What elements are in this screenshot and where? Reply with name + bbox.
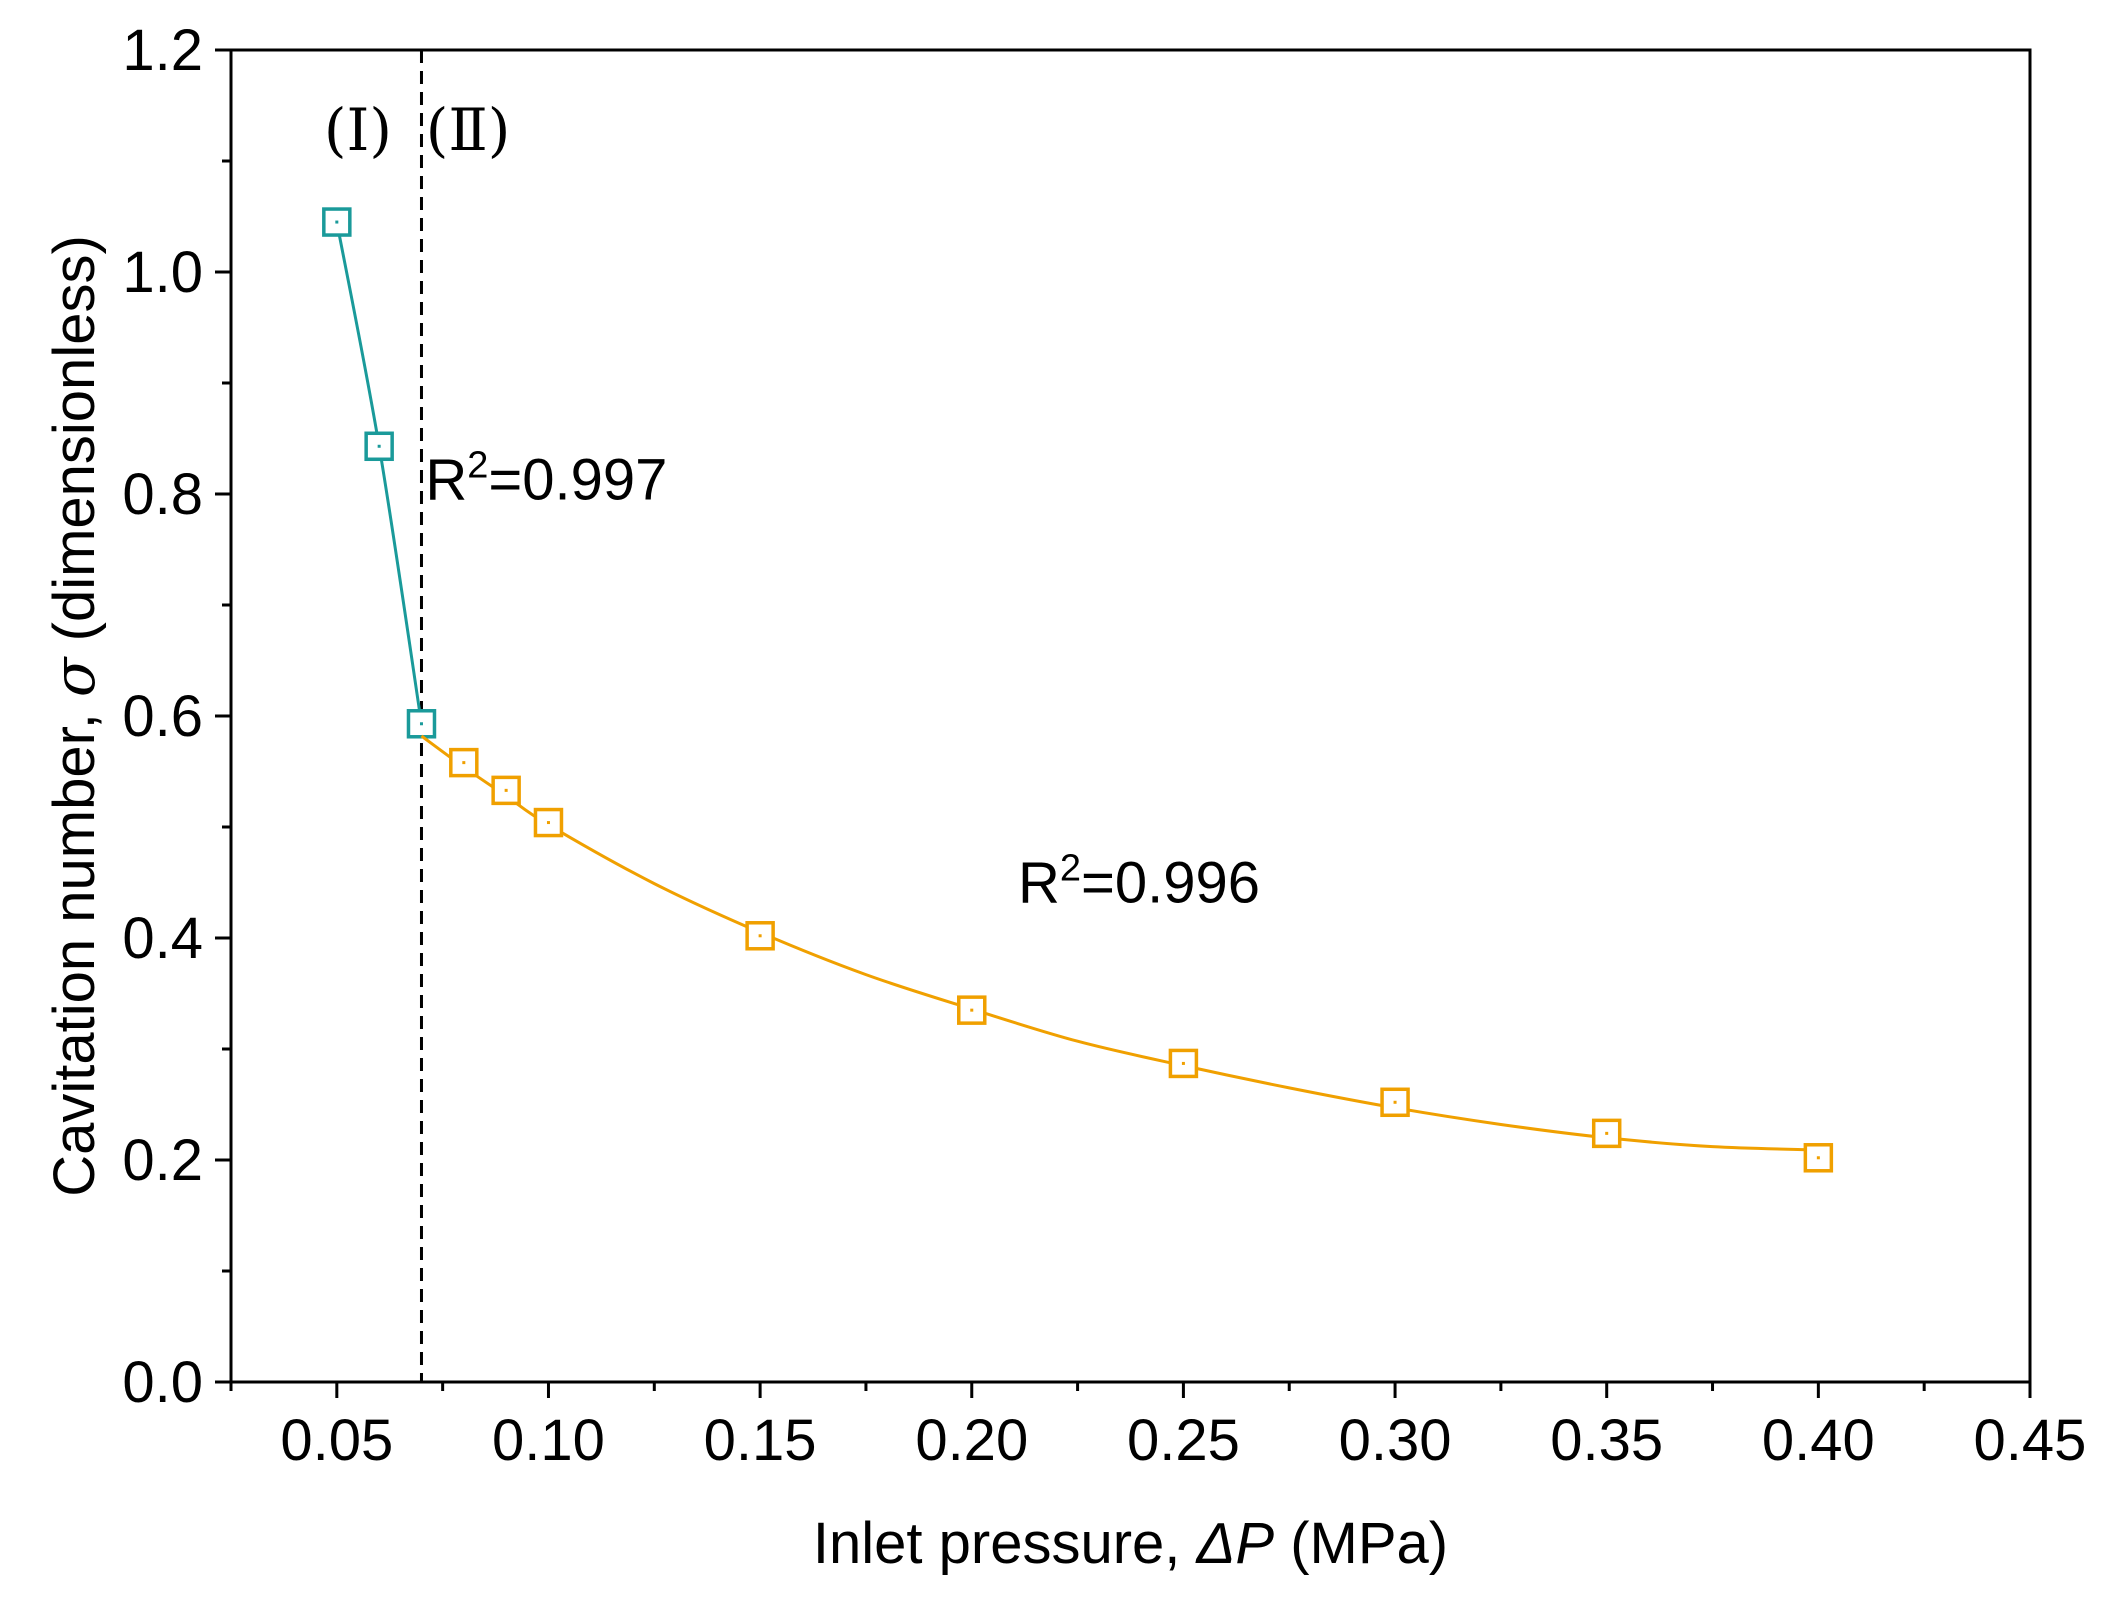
series-1-point-center (335, 220, 339, 224)
y-axis-title-unit: (dimensionless) (42, 235, 107, 657)
x-tick-label: 0.35 (1550, 1408, 1663, 1473)
series-2-point (491, 775, 521, 806)
series-2-point (1168, 1048, 1199, 1079)
y-axis-title: Cavitation number, σ (dimensionless) (40, 235, 108, 1197)
x-tick-label: 0.20 (915, 1408, 1028, 1473)
region-label-2: (Ⅱ) (426, 96, 511, 164)
r-squared-exponent: 2 (467, 445, 488, 487)
series-2-point-center (1605, 1131, 1609, 1135)
text-group: 0.05 0.10 0.15 0.20 0.25 0.30 0.35 0.40 0.45 0.0 0… (40, 18, 2086, 1576)
x-tick-label: 0.25 (1127, 1408, 1240, 1473)
y-tick-label: 0.2 (122, 1128, 203, 1193)
series-2-point-center (504, 788, 508, 792)
series-2-point-center (546, 821, 550, 825)
r-squared-value: =0.996 (1081, 850, 1260, 915)
r-squared-symbol: R (1018, 850, 1060, 915)
r-squared-symbol: R (425, 448, 467, 513)
r-squared-label-2: R2=0.996 (1018, 847, 1260, 915)
x-axis-title-symbol: ΔP (1195, 1511, 1275, 1576)
y-tick-label: 1.2 (122, 18, 203, 83)
y-tick-label: 1.0 (122, 240, 203, 305)
plot-frame (229, 48, 2032, 1384)
x-axis-title: Inlet pressure, ΔP (MPa) (813, 1511, 1448, 1576)
series-1-fit-line (335, 221, 423, 724)
x-tick-label: 0.40 (1762, 1408, 1875, 1473)
x-tick-label: 0.10 (492, 1408, 605, 1473)
x-axis-title-unit: (MPa) (1274, 1511, 1448, 1576)
series-2-point (1803, 1143, 1834, 1173)
axes (229, 48, 2032, 1384)
y-tick-label: 0.8 (122, 462, 203, 527)
y-tick-label: 0.6 (122, 684, 203, 749)
r-squared-exponent: 2 (1060, 847, 1081, 889)
series-2-point (1591, 1118, 1622, 1149)
y-axis-title-text: Cavitation number, (42, 697, 107, 1197)
x-tick-label: 0.30 (1339, 1408, 1452, 1473)
series-2-fit-line (420, 734, 1819, 1152)
y-axis-title-symbol: σ (40, 656, 108, 697)
series-2 (420, 734, 1834, 1173)
y-tick-label: 0.0 (122, 1350, 203, 1415)
series-1-point-center (377, 444, 381, 448)
series-group (322, 207, 1834, 1173)
r-squared-value: =0.997 (488, 448, 667, 513)
r-squared-label-1: R2=0.997 (425, 445, 667, 513)
x-tick-label: 0.45 (1974, 1408, 2087, 1473)
series-2-point-center (1181, 1061, 1185, 1065)
region-label-1: (Ⅰ) (324, 96, 392, 164)
series-1 (322, 207, 437, 739)
y-tick-label: 0.4 (122, 906, 203, 971)
series-2-point-center (1816, 1156, 1820, 1160)
series-1-point-center (419, 722, 423, 726)
series-2-point-center (462, 761, 466, 765)
series-2-point-center (758, 934, 762, 938)
x-tick-label: 0.05 (280, 1408, 393, 1473)
ticks (215, 48, 2032, 1398)
series-2-point-center (1393, 1100, 1397, 1104)
series-2-point-center (970, 1008, 974, 1012)
x-tick-label: 0.15 (704, 1408, 817, 1473)
x-axis-title-text: Inlet pressure, (813, 1511, 1197, 1576)
series-1-point (406, 709, 437, 739)
